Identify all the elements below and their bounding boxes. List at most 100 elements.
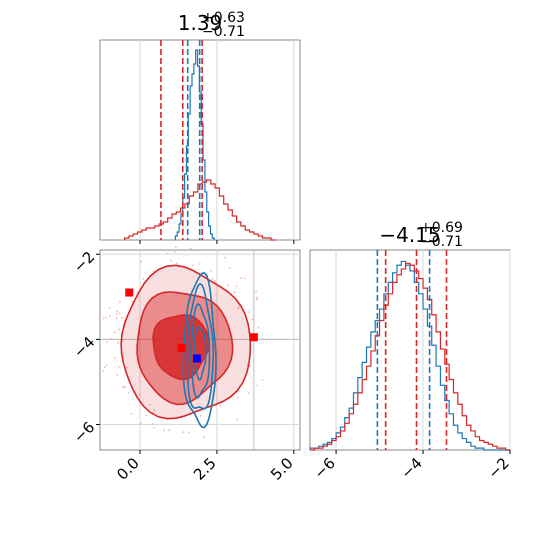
bl-scatter-point xyxy=(243,277,246,279)
bl-scatter-point xyxy=(227,284,229,287)
bl-scatter-point xyxy=(256,298,258,301)
bl-scatter-point xyxy=(152,270,155,273)
bl-scatter-point xyxy=(140,422,142,425)
panel-bottom-right-quantile-lines xyxy=(376,250,448,450)
bl-scatter-point xyxy=(166,252,169,255)
panel-bottom-right-title-plus: +0.69 xyxy=(420,220,463,236)
bl-scatter-point xyxy=(247,311,250,313)
bl-scatter-point xyxy=(173,251,176,254)
bl-scatter-point xyxy=(256,296,259,299)
br-xtick-label-0: −6 xyxy=(311,454,339,482)
bl-scatter-point xyxy=(210,269,213,272)
bl-scatter-point xyxy=(140,260,143,263)
bl-scatter-point xyxy=(228,266,231,269)
bl-ytick-label-2: −6 xyxy=(70,418,98,446)
bl-scatter-point xyxy=(108,315,111,318)
bl-scatter-point xyxy=(257,326,260,329)
bl-scatter-point xyxy=(130,413,133,415)
br-hist-series-1 xyxy=(310,262,510,451)
bl-scatter-point xyxy=(174,246,177,248)
bl-scatter-point xyxy=(249,364,252,367)
panel-bottom-right-title-median: −4.15 xyxy=(379,223,440,247)
bl-scatter-point xyxy=(113,357,116,360)
panel-top-left-title-plus: +0.63 xyxy=(202,10,245,26)
bl-blue-contour-0 xyxy=(193,326,207,381)
bl-scatter-point xyxy=(149,403,152,406)
br-hist-series-0 xyxy=(309,260,510,451)
bl-scatter-point xyxy=(115,317,118,320)
bl-scatter-point xyxy=(211,278,214,280)
bl-blue-contour-2 xyxy=(186,282,215,410)
bl-scatter-point xyxy=(152,426,155,429)
bl-scatter-point xyxy=(123,386,126,389)
panel-top-left-histograms xyxy=(124,49,276,241)
bl-xtick-label-1: 2.5 xyxy=(190,454,220,484)
bl-scatter-point xyxy=(240,277,242,279)
panel-bottom-left-blue-contours xyxy=(182,272,217,429)
panel-bottom-left: 0.0 2.5 5.0 −2 −4 −6 xyxy=(70,246,301,484)
bl-scatter-point xyxy=(117,366,120,368)
tl-hist-series-1 xyxy=(174,49,215,240)
bl-scatter-point xyxy=(106,341,108,344)
bl-marker-0 xyxy=(125,288,134,297)
bl-xtick-label-2: 5.0 xyxy=(267,454,297,484)
panel-top-left-quantile-lines xyxy=(160,40,203,240)
bl-scatter-point xyxy=(202,436,205,438)
bl-scatter-point xyxy=(108,307,111,310)
bl-scatter-point xyxy=(233,291,236,294)
bl-scatter-point xyxy=(151,423,154,425)
panel-bottom-right-title: −4.15 xyxy=(379,223,440,247)
bl-scatter-point xyxy=(187,431,190,434)
bl-scatter-point xyxy=(116,373,119,376)
bl-scatter-point xyxy=(170,259,173,262)
bl-scatter-point xyxy=(118,312,121,315)
br-xtick-label-1: −4 xyxy=(397,454,425,482)
bl-scatter-point xyxy=(145,414,148,417)
panel-bottom-right-title-minus: −0.71 xyxy=(420,234,463,250)
bl-scatter-point xyxy=(138,394,141,396)
bl-scatter-point xyxy=(251,318,254,321)
panel-bottom-right: −6 −4 −2 −4.15 +0.69 −0.71 xyxy=(309,220,513,482)
bl-scatter-point xyxy=(119,300,121,303)
bl-ytick-label-0: −2 xyxy=(70,248,98,276)
panel-bottom-left-scatter xyxy=(102,246,265,438)
bl-scatter-point xyxy=(121,316,123,319)
br-xtick-label-2: −2 xyxy=(484,454,512,482)
bl-scatter-point xyxy=(213,280,216,282)
panel-bottom-right-ticks: −6 −4 −2 xyxy=(311,450,513,482)
bl-scatter-point xyxy=(235,285,238,288)
bl-scatter-point xyxy=(142,278,145,280)
bl-scatter-point xyxy=(247,392,250,395)
bl-scatter-point xyxy=(168,429,170,432)
bl-scatter-point xyxy=(125,366,128,369)
panel-top-left-title: 1.39 xyxy=(178,11,223,35)
panel-bottom-right-histograms xyxy=(309,260,510,451)
bl-scatter-point xyxy=(117,342,120,344)
bl-scatter-point xyxy=(115,313,118,315)
bl-scatter-point xyxy=(237,396,239,399)
bl-scatter-point xyxy=(219,405,222,407)
bl-scatter-point xyxy=(255,290,257,293)
bl-scatter-point xyxy=(199,414,202,417)
tl-hist-series-0 xyxy=(124,179,276,241)
panel-bottom-right-frame xyxy=(309,249,511,451)
bl-blue-contour-1 xyxy=(190,303,211,399)
bl-scatter-point xyxy=(262,337,265,340)
bl-scatter-point xyxy=(163,429,165,432)
bl-scatter-point xyxy=(224,256,226,259)
bl-scatter-point xyxy=(118,328,121,331)
bl-ytick-label-1: −4 xyxy=(70,333,98,361)
bl-scatter-point xyxy=(127,392,130,394)
bl-scatter-point xyxy=(261,379,264,381)
bl-scatter-point xyxy=(116,310,119,313)
bl-scatter-point xyxy=(198,262,201,265)
bl-scatter-point xyxy=(105,364,108,367)
bl-scatter-point xyxy=(193,249,196,252)
bl-scatter-point xyxy=(192,264,194,267)
bl-scatter-point xyxy=(189,247,192,250)
bl-marker-2 xyxy=(177,343,186,352)
panel-top-left-title-minus: −0.71 xyxy=(202,24,245,40)
bl-marker-3 xyxy=(192,354,201,363)
bl-scatter-point xyxy=(175,262,178,265)
